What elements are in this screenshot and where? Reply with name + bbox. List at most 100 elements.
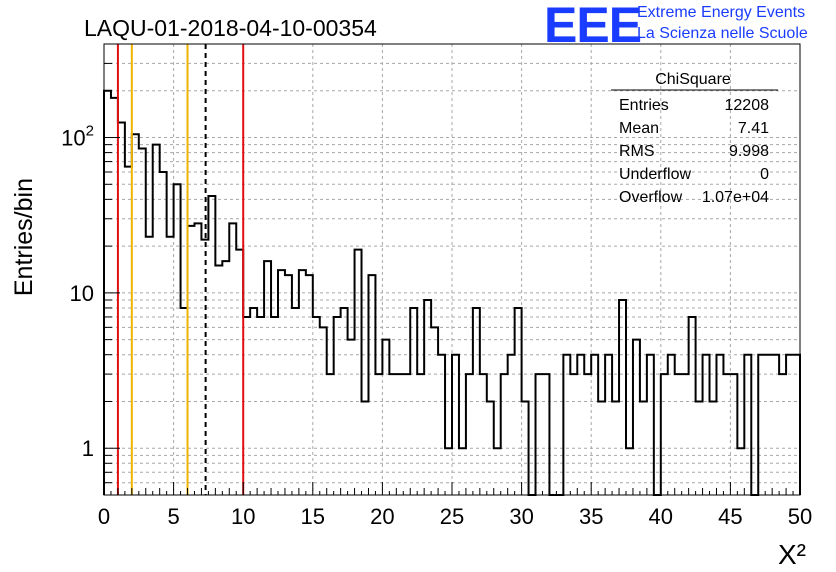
histogram-bin <box>689 317 696 495</box>
histogram-bin <box>591 355 598 495</box>
histogram-bin <box>668 355 675 495</box>
histogram-bin <box>772 355 779 495</box>
y-tick-label: 10 <box>70 281 94 306</box>
histogram-bin <box>368 275 375 495</box>
histogram-bin <box>139 148 146 495</box>
histogram-bin <box>647 355 654 495</box>
logo-line-1: Extreme Energy Events <box>637 4 806 21</box>
stats-value-rms: 9.998 <box>729 143 769 160</box>
histogram-bin <box>417 374 424 495</box>
histogram-bin <box>334 317 341 495</box>
x-tick-label: 0 <box>98 504 110 529</box>
histogram-bin <box>375 374 382 495</box>
histogram-bin <box>438 355 445 495</box>
stats-label-overflow: Overflow <box>619 189 683 206</box>
y-tick-label: 1 <box>82 436 94 461</box>
histogram-bin <box>382 340 389 495</box>
histogram-bars <box>103 89 801 496</box>
histogram-bin <box>716 355 723 495</box>
stats-value-overflow: 1.07e+04 <box>702 189 769 206</box>
x-tick-label: 40 <box>649 504 673 529</box>
histogram-bin <box>494 448 501 495</box>
histogram-bin <box>598 401 605 495</box>
histogram-bin <box>362 401 369 495</box>
histogram-bin <box>431 327 438 495</box>
histogram-bin <box>765 355 772 495</box>
histogram-bin <box>132 134 139 495</box>
histogram-bin <box>327 374 334 495</box>
histogram-bin <box>703 355 710 495</box>
histogram-bin <box>389 374 396 495</box>
histogram-bin <box>473 308 480 495</box>
histogram-bin <box>348 340 355 495</box>
stats-label-underflow: Underflow <box>619 166 691 183</box>
histogram-bin <box>779 374 786 495</box>
x-tick-label: 10 <box>231 504 255 529</box>
histogram-bin <box>153 145 160 495</box>
histogram-bin <box>410 308 417 495</box>
histogram-bin <box>285 275 292 495</box>
histogram-bin <box>786 355 793 495</box>
logo-line-2: La Scienza nelle Scuole <box>637 25 808 42</box>
histogram-bin <box>306 275 313 495</box>
histogram-bin <box>675 374 682 495</box>
histogram-bin <box>355 250 362 495</box>
histogram-bin <box>271 317 278 495</box>
histogram-bin <box>793 355 800 495</box>
histogram-bin <box>111 98 118 495</box>
histogram-bin <box>341 308 348 495</box>
histogram-bin <box>744 355 751 495</box>
histogram-bin <box>118 122 125 495</box>
histogram-bin <box>522 401 529 495</box>
histogram-bin <box>619 300 626 495</box>
x-tick-label: 45 <box>718 504 742 529</box>
stats-box: ChiSquare Entries 12208 Mean 7.41 RMS 9.… <box>611 71 778 206</box>
x-tick-label: 5 <box>167 504 179 529</box>
histogram-bin <box>466 374 473 495</box>
histogram-bin <box>194 223 201 495</box>
histogram-bin <box>696 401 703 495</box>
histogram-bin <box>563 355 570 495</box>
histogram-bin <box>243 317 250 495</box>
histogram-bin <box>633 340 640 495</box>
histogram-bin <box>229 223 236 495</box>
histogram-bin <box>758 355 765 495</box>
histogram-bin <box>542 374 549 495</box>
histogram-bin <box>480 374 487 495</box>
histogram-bin <box>188 226 195 495</box>
x-tick-label: 15 <box>301 504 325 529</box>
histogram-bin <box>710 401 717 495</box>
chart-title: LAQU-01-2018-04-10-00354 <box>84 15 377 41</box>
histogram-bin <box>459 448 466 495</box>
histogram-bin <box>278 270 285 495</box>
histogram-bin <box>201 240 208 495</box>
stats-value-entries: 12208 <box>725 97 770 114</box>
histogram-bin <box>452 355 459 495</box>
histogram-bin <box>396 374 403 495</box>
histogram-bin <box>730 374 737 495</box>
histogram-bin <box>605 355 612 495</box>
y-axis-label: Entries/bin <box>10 178 38 296</box>
histogram-bin <box>250 308 257 495</box>
eee-logo-mark: EEE <box>544 0 642 53</box>
x-tick-label: 25 <box>440 504 464 529</box>
histogram-bin <box>501 374 508 495</box>
stats-box-title: ChiSquare <box>655 71 731 88</box>
histogram-bin <box>174 184 181 495</box>
histogram-bin <box>508 355 515 495</box>
stats-label-entries: Entries <box>619 97 669 114</box>
histogram-bin <box>222 261 229 495</box>
histogram-bin <box>515 308 522 495</box>
histogram-bin <box>181 308 188 495</box>
histogram-bin <box>257 317 264 495</box>
stats-value-underflow: 0 <box>760 166 769 183</box>
histogram-bin <box>682 374 689 495</box>
histogram-bin <box>424 300 431 495</box>
histogram-bin <box>146 237 153 495</box>
histogram-bin <box>208 196 215 495</box>
histogram-bin <box>536 374 543 495</box>
histogram-bin <box>661 374 668 495</box>
histogram-bin <box>723 374 730 495</box>
histogram-bin <box>626 448 633 495</box>
